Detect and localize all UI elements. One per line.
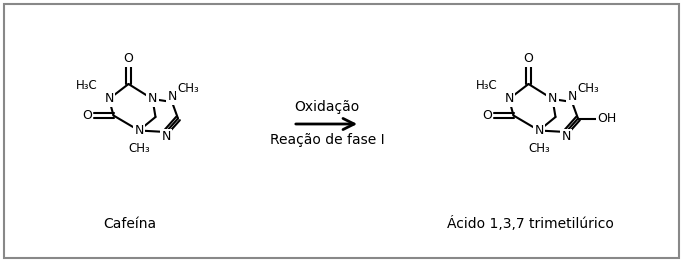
Text: CH₃: CH₃ <box>128 142 150 155</box>
Text: N: N <box>135 124 143 137</box>
Text: N: N <box>568 90 576 103</box>
Text: Cafeína: Cafeína <box>103 217 156 231</box>
Text: N: N <box>104 92 113 106</box>
Text: Reação de fase I: Reação de fase I <box>270 133 385 147</box>
Text: Ácido 1,3,7 trimetilúrico: Ácido 1,3,7 trimetilúrico <box>447 216 613 232</box>
Text: O: O <box>524 52 533 66</box>
Text: N: N <box>534 124 544 137</box>
Text: O: O <box>82 109 92 122</box>
Text: O: O <box>482 109 492 122</box>
Text: CH₃: CH₃ <box>528 142 550 155</box>
FancyBboxPatch shape <box>4 4 679 258</box>
Text: N: N <box>548 92 557 106</box>
Text: CH₃: CH₃ <box>578 82 600 95</box>
Text: CH₃: CH₃ <box>178 82 199 95</box>
Text: H₃C: H₃C <box>76 79 98 92</box>
Text: N: N <box>161 130 171 144</box>
Text: Oxidação: Oxidação <box>294 100 360 114</box>
Text: OH: OH <box>597 112 616 125</box>
Text: O: O <box>124 52 133 66</box>
Text: N: N <box>167 90 177 103</box>
Text: N: N <box>504 92 514 106</box>
Text: N: N <box>561 130 571 144</box>
Text: N: N <box>148 92 157 106</box>
Text: H₃C: H₃C <box>475 79 497 92</box>
